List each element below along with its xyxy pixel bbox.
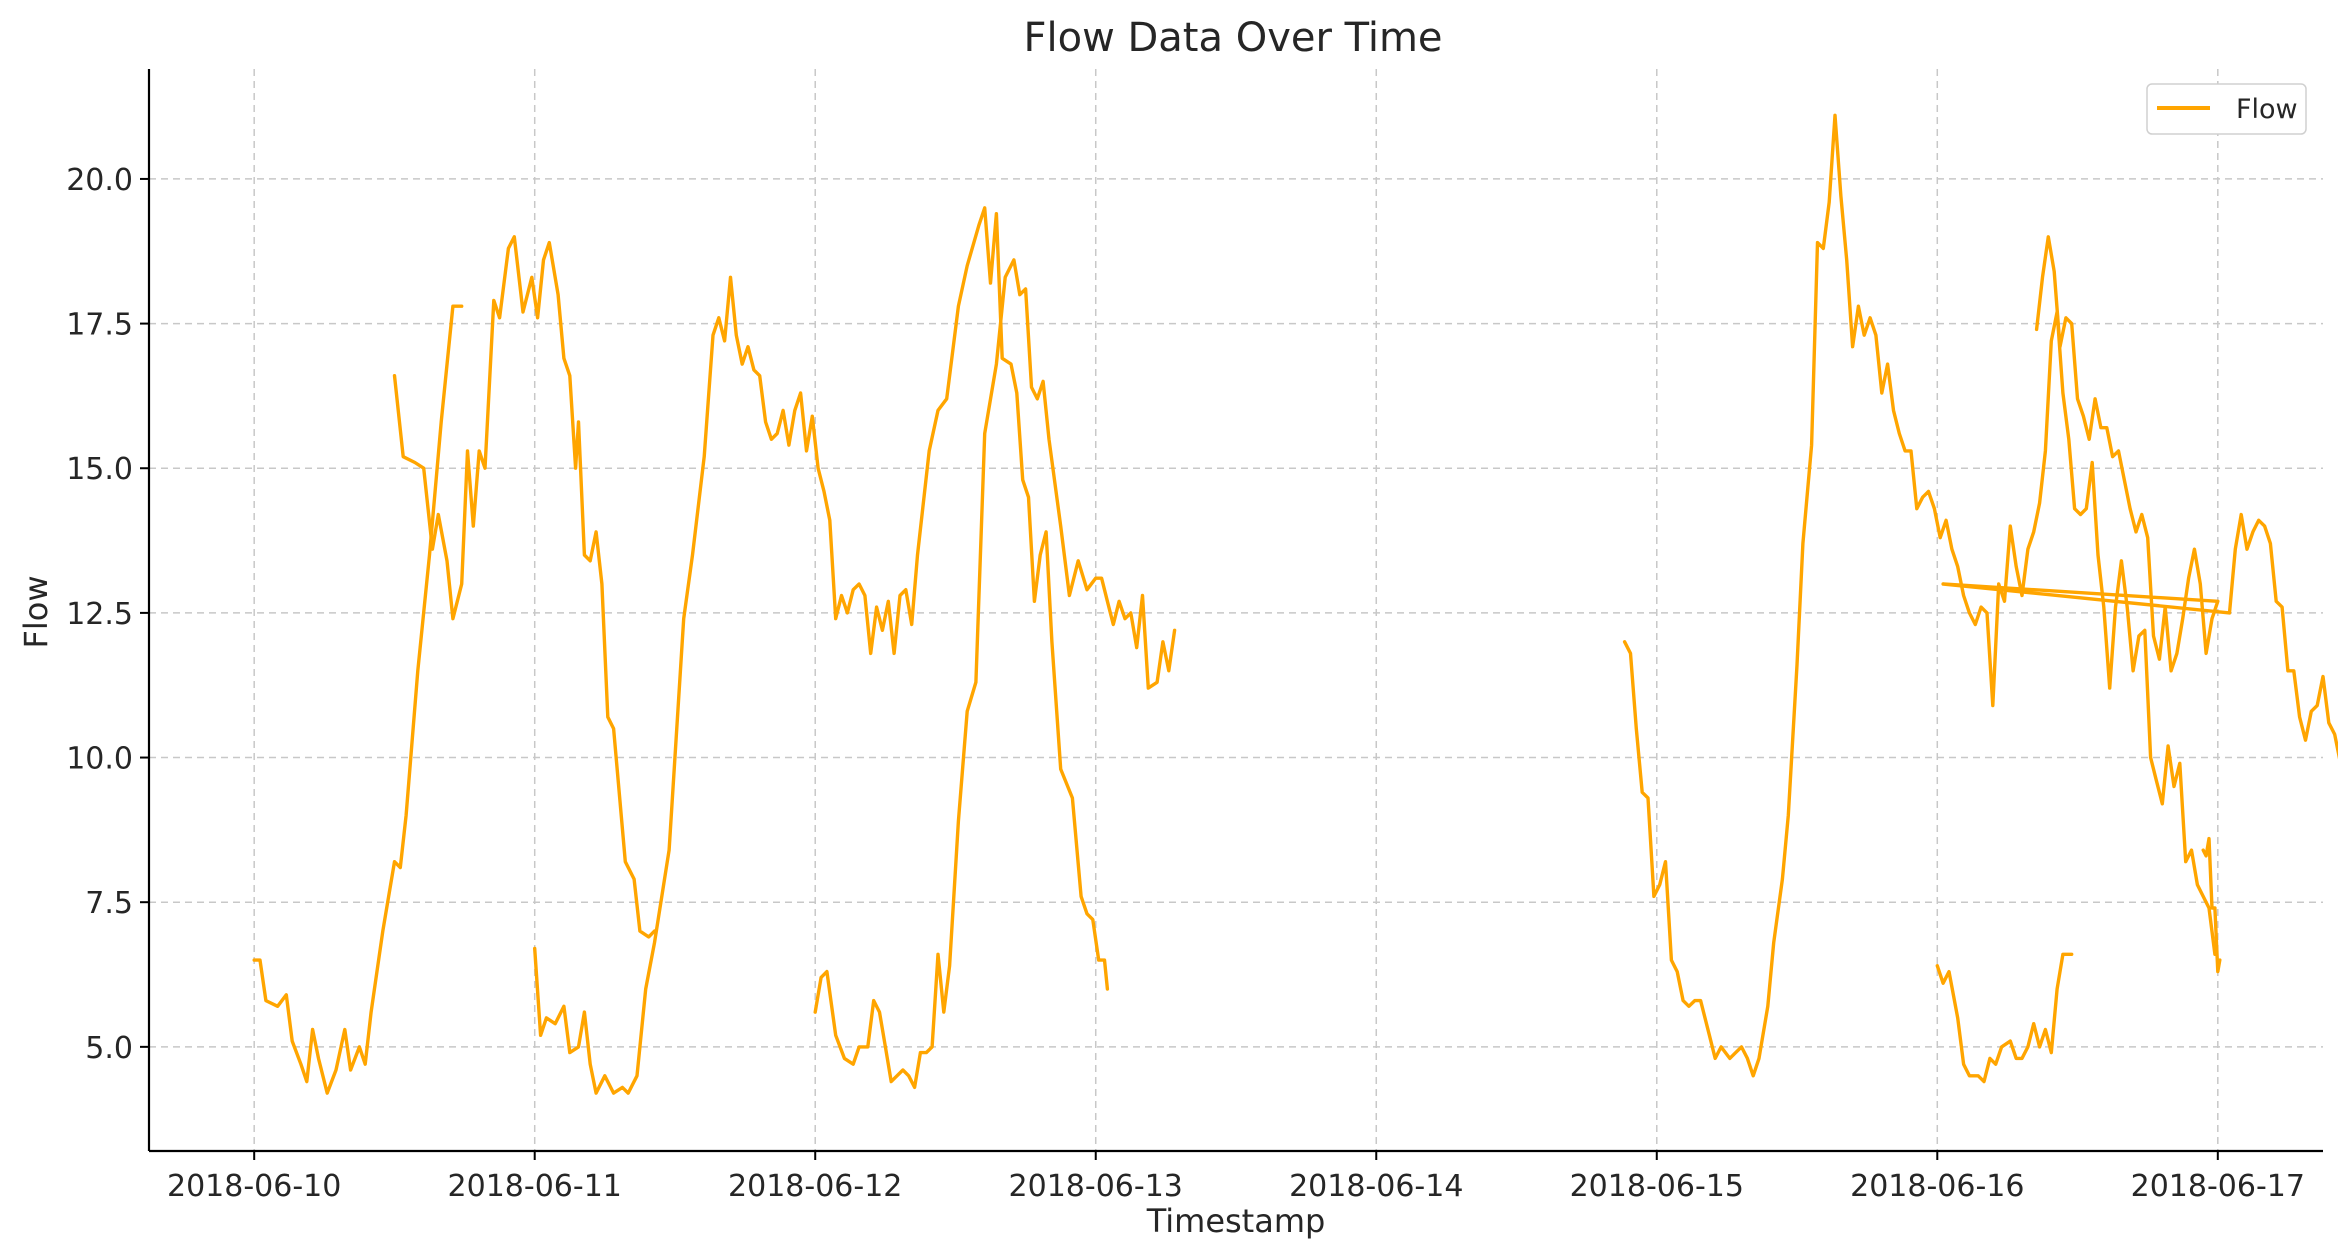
y-tick-label: 10.0 <box>66 742 133 777</box>
y-tick-label: 15.0 <box>66 452 133 487</box>
series-flow <box>252 113 2338 1095</box>
axes <box>147 69 2323 1153</box>
x-tick-label: 2018-06-17 <box>2131 1169 2305 1204</box>
y-axis-ticks: 5.0 7.5 10.0 12.5 15.0 17.5 20.0 <box>66 163 149 1066</box>
y-tick-label: 7.5 <box>85 886 133 921</box>
grid <box>149 69 2323 1151</box>
flow-line-segment <box>1941 235 2338 760</box>
flow-line-segment <box>1622 113 2217 1078</box>
flow-line-segment <box>252 304 464 1095</box>
y-axis-label: Flow <box>17 575 55 648</box>
flow-line-segment <box>2201 836 2222 974</box>
x-tick-label: 2018-06-16 <box>1850 1169 2024 1204</box>
x-tick-label: 2018-06-14 <box>1289 1169 1463 1204</box>
legend-label-flow: Flow <box>2236 94 2298 125</box>
y-tick-label: 20.0 <box>66 163 133 198</box>
x-tick-label: 2018-06-12 <box>728 1169 902 1204</box>
flow-line-segment <box>533 206 1110 1095</box>
x-tick-label: 2018-06-10 <box>167 1169 341 1204</box>
y-tick-label: 12.5 <box>66 597 133 632</box>
x-tick-label: 2018-06-15 <box>1570 1169 1744 1204</box>
legend: Flow <box>2146 83 2307 135</box>
y-tick-label: 5.0 <box>85 1031 133 1066</box>
x-axis-label: Timestamp <box>1146 1202 1326 1240</box>
x-tick-label: 2018-06-13 <box>1009 1169 1183 1204</box>
flow-line-segment <box>1935 952 2074 1084</box>
y-tick-label: 17.5 <box>66 308 133 343</box>
chart-title: Flow Data Over Time <box>1023 15 1442 61</box>
x-axis-ticks: 2018-06-10 2018-06-11 2018-06-12 2018-06-13… <box>167 1151 2305 1204</box>
flow-line-segment <box>813 258 1177 1090</box>
legend-box <box>2146 83 2307 135</box>
x-tick-label: 2018-06-11 <box>448 1169 622 1204</box>
flow-line-segment <box>392 235 657 939</box>
